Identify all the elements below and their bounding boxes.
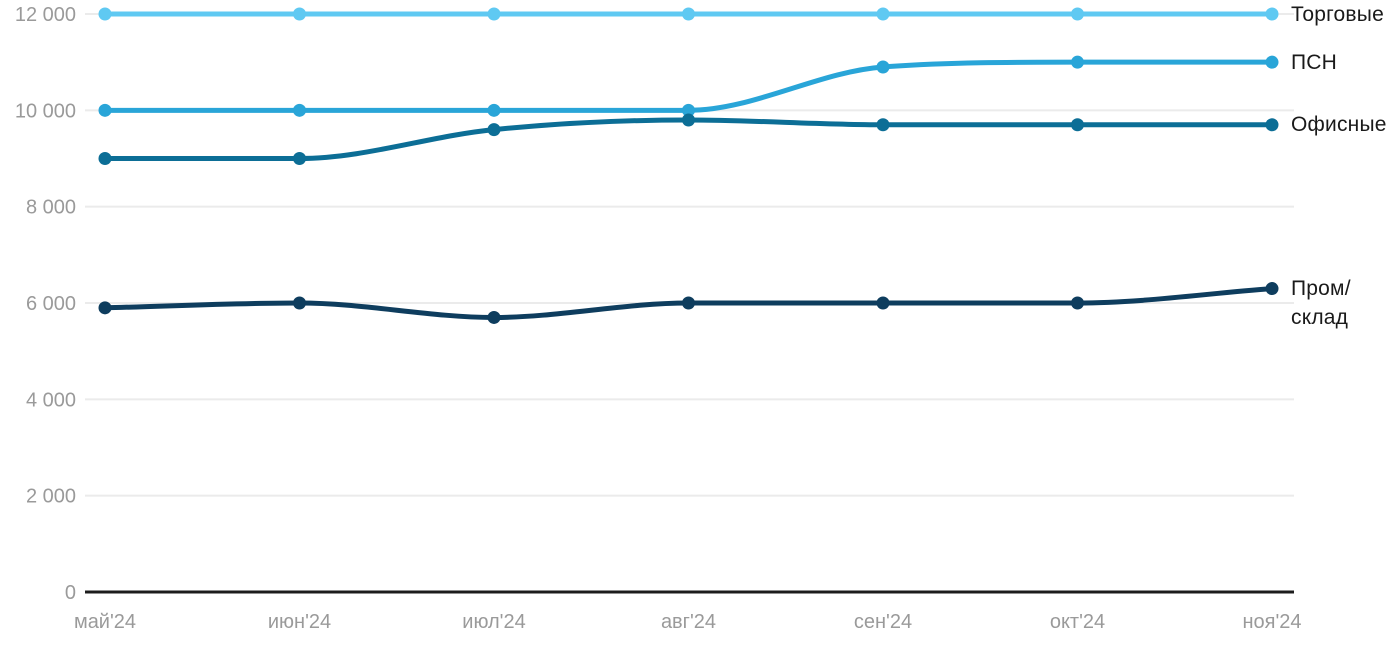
data-point-Офисные-окт'24[interactable] <box>1071 118 1084 132</box>
series-line-ПСН <box>102 59 1275 113</box>
data-point-Офисные-авг'24[interactable] <box>682 113 695 127</box>
data-point-Пром/склад-ноя'24[interactable] <box>1265 282 1279 296</box>
data-point-Пром/склад-июл'24[interactable] <box>487 310 501 324</box>
data-point-Офисные-июн'24[interactable] <box>293 152 306 165</box>
data-point-Пром/склад-май'24[interactable] <box>98 301 112 315</box>
data-point-Торговые-авг'24[interactable] <box>682 7 695 21</box>
data-point-Пром/склад-авг'24[interactable] <box>682 296 695 310</box>
data-point-Торговые-ноя'24[interactable] <box>1265 7 1279 21</box>
data-point-ПСН-окт'24[interactable] <box>1071 55 1084 69</box>
legend-label-prom-sklad: Пром/ склад <box>1291 277 1351 330</box>
data-point-Торговые-май'24[interactable] <box>98 7 112 21</box>
data-point-ПСН-май'24[interactable] <box>98 103 112 117</box>
legend-label-psn: ПСН <box>1291 50 1338 74</box>
legend-label-ofisnye: Офисные <box>1291 113 1387 137</box>
data-point-ПСН-сен'24[interactable] <box>876 60 890 74</box>
data-point-Торговые-сен'24[interactable] <box>876 7 890 21</box>
data-point-ПСН-авг'24[interactable] <box>682 103 695 117</box>
y-axis-tick-label: 0 <box>65 582 76 604</box>
x-axis-tick-label: июн'24 <box>268 611 331 633</box>
x-axis-tick-label: авг'24 <box>661 611 716 633</box>
x-axis-tick-label: ноя'24 <box>1242 611 1301 633</box>
data-point-ПСН-ноя'24[interactable] <box>1265 55 1279 69</box>
x-axis-tick-label: июл'24 <box>462 611 525 633</box>
data-point-Офисные-май'24[interactable] <box>98 152 112 165</box>
data-point-Торговые-июл'24[interactable] <box>487 7 501 21</box>
y-axis-tick-label: 8 000 <box>26 197 76 219</box>
data-point-Офисные-сен'24[interactable] <box>876 118 890 132</box>
data-point-ПСН-июн'24[interactable] <box>293 103 306 117</box>
y-axis-tick-label: 4 000 <box>26 389 76 411</box>
x-axis-tick-label: май'24 <box>74 611 136 633</box>
y-axis-tick-label: 12 000 <box>15 4 76 26</box>
data-point-Торговые-июн'24[interactable] <box>293 7 306 21</box>
y-axis-tick-label: 2 000 <box>26 486 76 508</box>
data-point-ПСН-июл'24[interactable] <box>487 103 501 117</box>
data-point-Пром/склад-окт'24[interactable] <box>1071 296 1084 310</box>
data-point-Пром/склад-сен'24[interactable] <box>876 296 890 310</box>
legend-label-torgovye: Торговые <box>1291 2 1384 26</box>
x-axis-tick-label: сен'24 <box>854 611 912 633</box>
data-point-Офисные-июл'24[interactable] <box>487 123 501 137</box>
x-axis-tick-label: окт'24 <box>1050 611 1105 633</box>
data-point-Торговые-окт'24[interactable] <box>1071 7 1084 21</box>
data-point-Офисные-ноя'24[interactable] <box>1265 118 1279 132</box>
y-axis-tick-label: 6 000 <box>26 293 76 315</box>
data-point-Пром/склад-июн'24[interactable] <box>293 296 306 310</box>
y-axis-tick-label: 10 000 <box>15 100 76 122</box>
